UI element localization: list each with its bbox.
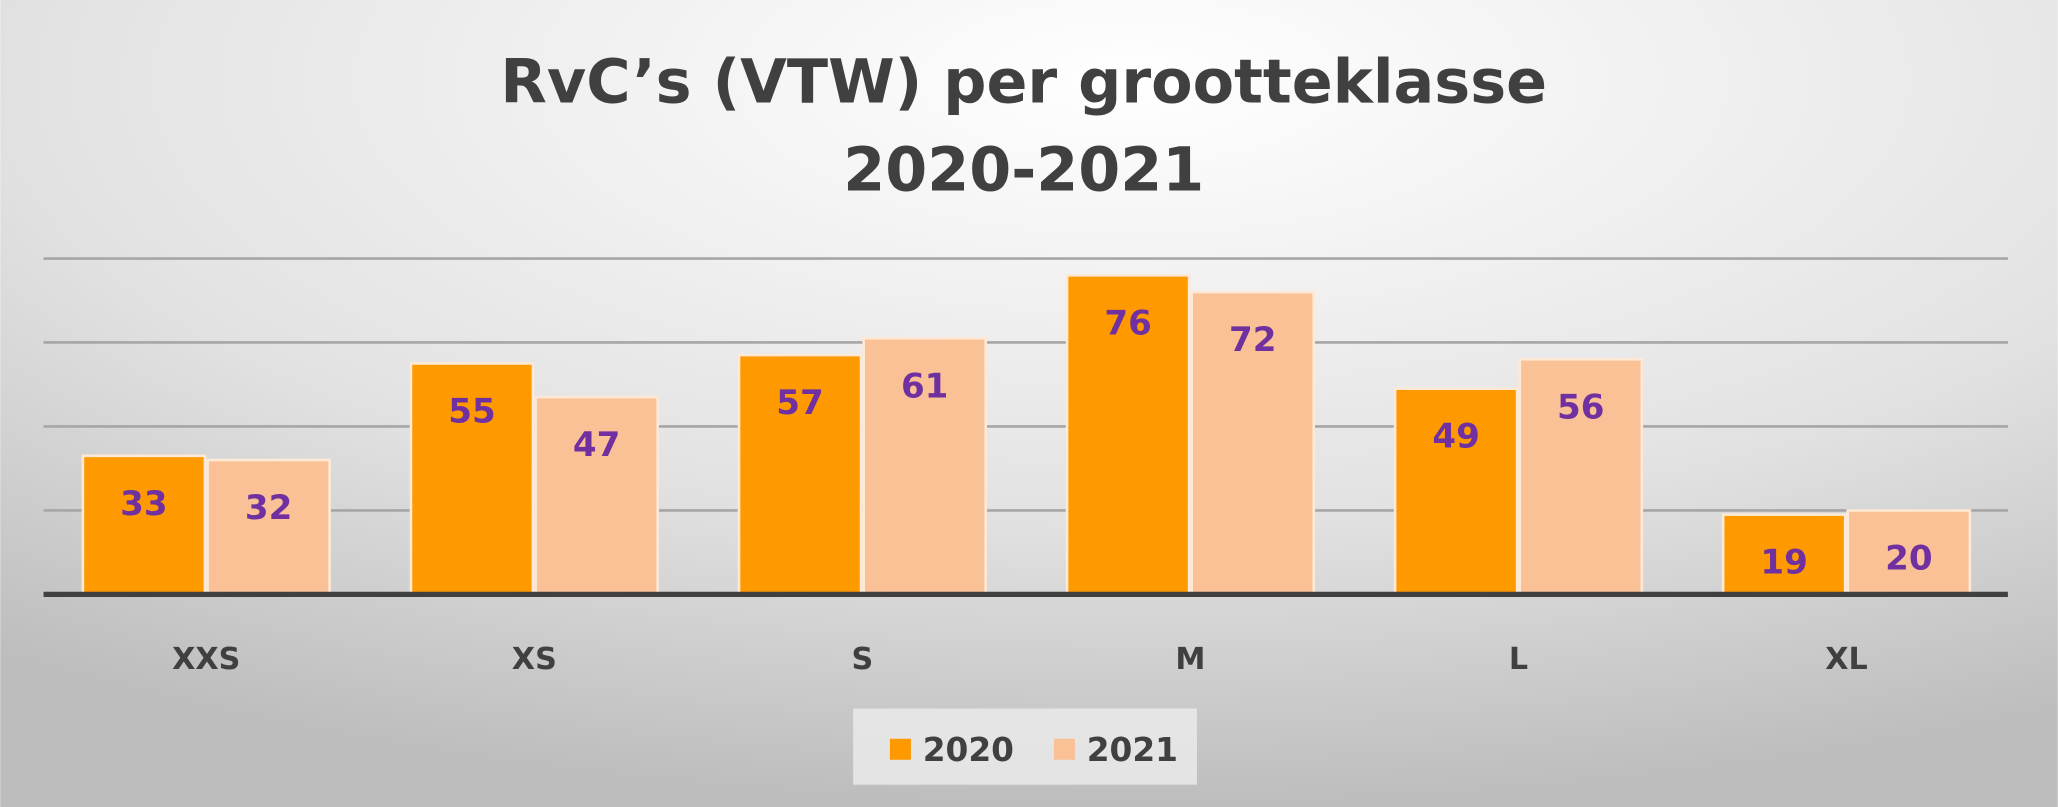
bar-2021-L bbox=[1518, 357, 1644, 596]
data-label-2020-XL: 19 bbox=[1760, 543, 1807, 583]
legend: 2020 2021 bbox=[853, 708, 1197, 785]
category-label: XL bbox=[1825, 642, 1867, 677]
category-label: XXS bbox=[172, 642, 240, 677]
legend-swatch-2020 bbox=[889, 738, 911, 760]
category-labels: XXS XS S M L XL bbox=[172, 642, 1868, 677]
data-label-2020-XS: 55 bbox=[448, 392, 495, 432]
legend-swatch-2021 bbox=[1053, 738, 1075, 760]
bar-2021-XXS bbox=[206, 458, 331, 596]
data-label-2021-M: 72 bbox=[1229, 320, 1276, 360]
data-label-2021-XXS: 32 bbox=[245, 488, 292, 528]
data-label-2020-S: 57 bbox=[776, 383, 823, 423]
data-label-2021-S: 61 bbox=[901, 366, 948, 406]
bar-2020-L bbox=[1393, 387, 1519, 596]
gridlines bbox=[43, 257, 2008, 512]
data-label-2020-L: 49 bbox=[1432, 417, 1479, 457]
category-label: XS bbox=[512, 642, 557, 677]
legend-label-2021: 2021 bbox=[1087, 731, 1178, 769]
bar-2021-M bbox=[1190, 290, 1316, 596]
category-label: L bbox=[1509, 642, 1528, 677]
bar-2020-M bbox=[1065, 273, 1191, 596]
legend-label-2020: 2020 bbox=[923, 731, 1014, 769]
category-label: S bbox=[851, 642, 873, 677]
chart-title-line-2: 2020-2021 bbox=[843, 135, 1204, 205]
bar-2020-XXS bbox=[81, 454, 207, 596]
category-label: M bbox=[1175, 642, 1205, 677]
bar-2020-XL bbox=[1721, 513, 1847, 596]
data-label-2020-XXS: 33 bbox=[120, 484, 167, 524]
data-label-2021-L: 56 bbox=[1557, 387, 1604, 427]
data-label-2020-M: 76 bbox=[1104, 303, 1151, 343]
bar-2020-S bbox=[737, 353, 863, 596]
chart-title-line-1: RvC’s (VTW) per grootteklasse bbox=[500, 47, 1547, 117]
data-label-2021-XS: 47 bbox=[573, 425, 620, 465]
data-label-2021-XL: 20 bbox=[1885, 538, 1932, 578]
